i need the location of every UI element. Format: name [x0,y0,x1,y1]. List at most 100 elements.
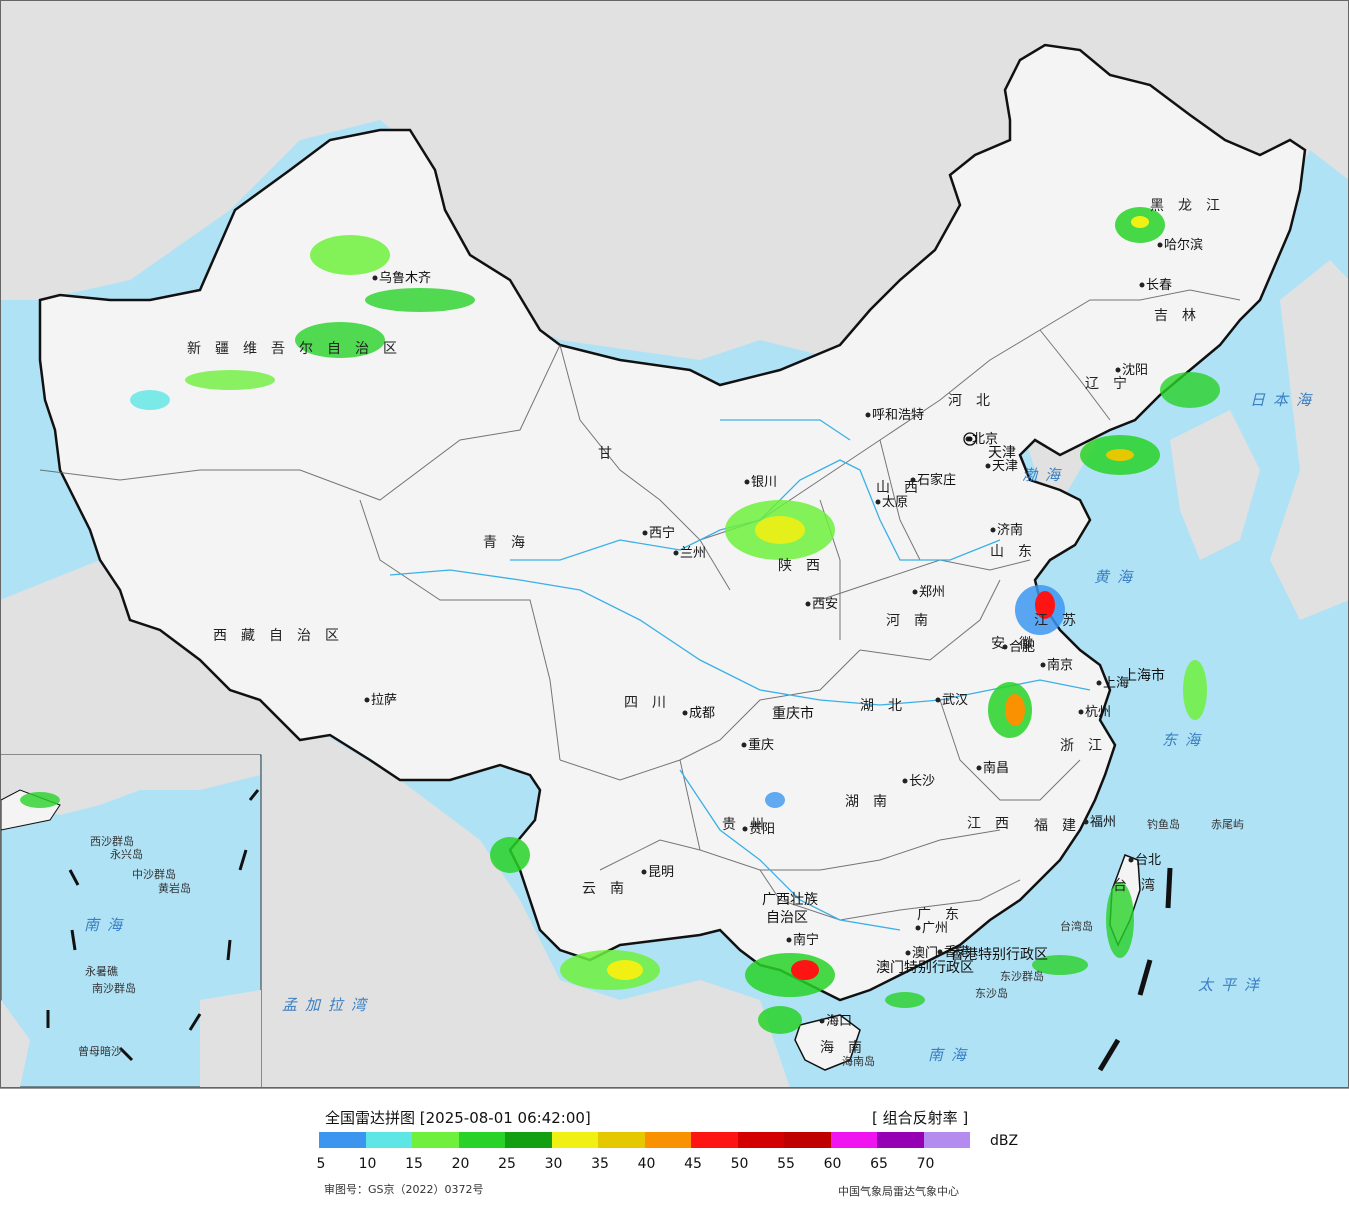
island-label: 永暑礁 [85,964,118,978]
region-label: 广西壮族 [762,892,818,908]
legend-swatch [412,1132,459,1148]
legend-tick-label: 55 [777,1156,795,1172]
province-label: 四川 [624,695,680,711]
legend-swatch [551,1132,598,1148]
legend-tick-label: 25 [498,1156,516,1172]
legend-panel: 全国雷达拼图 [2025-08-01 06:42:00] [ 组合反射率 ] d… [0,1088,1349,1209]
city-dot [364,697,370,703]
legend-swatch [877,1132,924,1148]
sea-label: 南海 [928,1046,974,1064]
legend-swatch [505,1132,552,1148]
city-label: 台北 [1135,853,1161,868]
province-label: 江西 [967,816,1023,832]
unit-label: dBZ [990,1133,1019,1149]
province-label: 辽宁 [1085,375,1141,392]
city-label: 郑州 [919,585,945,600]
city-label: 昆明 [648,865,674,880]
city-dot [372,275,378,281]
province-label: 青海 [483,535,539,551]
city-dot [744,479,750,485]
province-label: 海南 [820,1040,876,1056]
city-label: 海口 [826,1014,852,1029]
sea-label: 南海 [84,916,130,934]
province-label: 浙江 [1060,738,1116,754]
province-label: 江苏 [1034,613,1090,629]
region-label: 天津 [988,445,1016,461]
city-label: 西宁 [649,525,675,541]
city-label: 南京 [1047,657,1073,673]
city-dot [937,949,943,955]
legend-tick-label: 35 [591,1156,609,1172]
city-dot [985,463,991,469]
city-label: 福州 [1090,815,1116,830]
china-land [38,43,1307,1002]
city-dot [1139,282,1145,288]
rivers [389,419,1091,931]
sea-label: 日本海 [1250,391,1319,409]
city-dot [642,530,648,536]
city-label: 成都 [689,706,715,721]
city-dot [1157,242,1163,248]
city-dot [915,925,921,931]
legend-swatch [598,1132,645,1148]
legend-swatch [365,1132,412,1148]
korea-japan [1170,260,1349,620]
legend-swatch [737,1132,784,1148]
city-label: 银川 [751,475,777,490]
province-label: 甘 [598,446,626,462]
island-label: 黄岩岛 [158,881,191,895]
legend-tick-label: 30 [544,1156,563,1172]
city-dot [1002,644,1008,650]
city-label: 贵阳 [749,822,775,837]
province-label: 湖北 [860,698,916,714]
city-label: 重庆 [748,737,774,753]
city-dot [875,499,881,505]
legend-tick-label: 65 [870,1156,888,1172]
legend-tick-label: 50 [730,1156,749,1172]
sea-label: 孟加拉湾 [282,996,374,1014]
hainan [794,1014,861,1071]
province-label: 山东 [990,544,1046,560]
region-label: 重庆市 [772,705,814,722]
legend-swatch [923,1132,970,1148]
island-label: 东沙岛 [975,986,1008,1000]
province-label: 山西 [876,480,932,496]
legend-swatch [784,1132,831,1148]
approval-number: 审图号：GS京（2022）0372号 [324,1183,484,1196]
city-label: 呼和浩特 [872,408,924,423]
city-label: 合肥 [1009,640,1035,655]
province-label: 台湾 [1113,877,1169,894]
city-label: 北京 [972,432,998,447]
city-dot [682,710,688,716]
legend-tick-label: 70 [916,1156,935,1172]
color-scale-bar [319,1132,970,1148]
island-label: 台湾岛 [1060,919,1093,933]
island-label: 海南岛 [842,1054,875,1068]
city-dot [976,765,982,771]
city-label: 武汉 [942,693,968,708]
south-china-sea-inset [0,754,262,1088]
legend-tick-label: 20 [451,1156,470,1172]
province-label: 河北 [948,393,1004,409]
city-dot [741,742,747,748]
city-dot [910,477,916,483]
province-label: 新疆维吾尔自治区 [187,341,411,357]
city-label: 南宁 [793,932,819,948]
city-dot [1096,680,1102,686]
city-label: 长春 [1146,278,1172,293]
city-dot [673,550,679,556]
city-dot [912,589,918,595]
city-label: 长沙 [909,774,935,789]
province-label: 黑龙江 [1150,198,1234,214]
sea-label: 渤海 [1022,466,1068,484]
region-label: 自治区 [766,910,808,926]
island-label: 南沙群岛 [92,981,136,995]
province-label: 云南 [582,881,638,897]
issuer-label: 中国气象局雷达气象中心 [838,1185,959,1198]
city-dot [1083,819,1089,825]
city-label: 乌鲁木齐 [379,270,431,286]
city-label: 香港 [944,945,970,960]
sea-label: 东海 [1162,731,1208,749]
